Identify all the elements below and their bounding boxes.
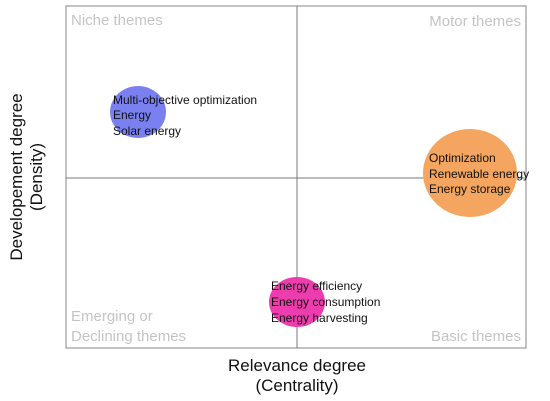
quadrant-label-emerging: Emerging or [71,308,153,325]
cluster-term-label: Optimization [429,151,496,165]
cluster-term-label: Multi-objective optimization [113,93,257,107]
quadrant-label-declining: Declining themes [71,328,186,345]
x-axis-label: Relevance degree [228,356,366,375]
cluster-term-label: Energy efficiency [271,279,362,293]
cluster-term-label: Energy [113,108,151,122]
cluster-term-label: Renewable energy [429,167,529,181]
cluster-bubble-motor [423,129,517,217]
cluster-term-label: Energy storage [429,182,511,196]
y-axis-label: (Density) [27,143,46,211]
cluster-bubble-basic [269,277,325,327]
cluster-term-label: Energy consumption [271,295,380,309]
quadrant-label-niche: Niche themes [71,12,163,29]
cluster-term-label: Energy harvesting [271,311,368,325]
cluster-bubble-niche [110,86,166,138]
quadrant-label-motor: Motor themes [429,13,521,30]
x-axis-label: (Centrality) [255,376,338,395]
y-axis-label: Developement degree [7,93,26,260]
cluster-term-label: Solar energy [113,124,181,138]
quadrant-label-basic: Basic themes [431,328,521,345]
